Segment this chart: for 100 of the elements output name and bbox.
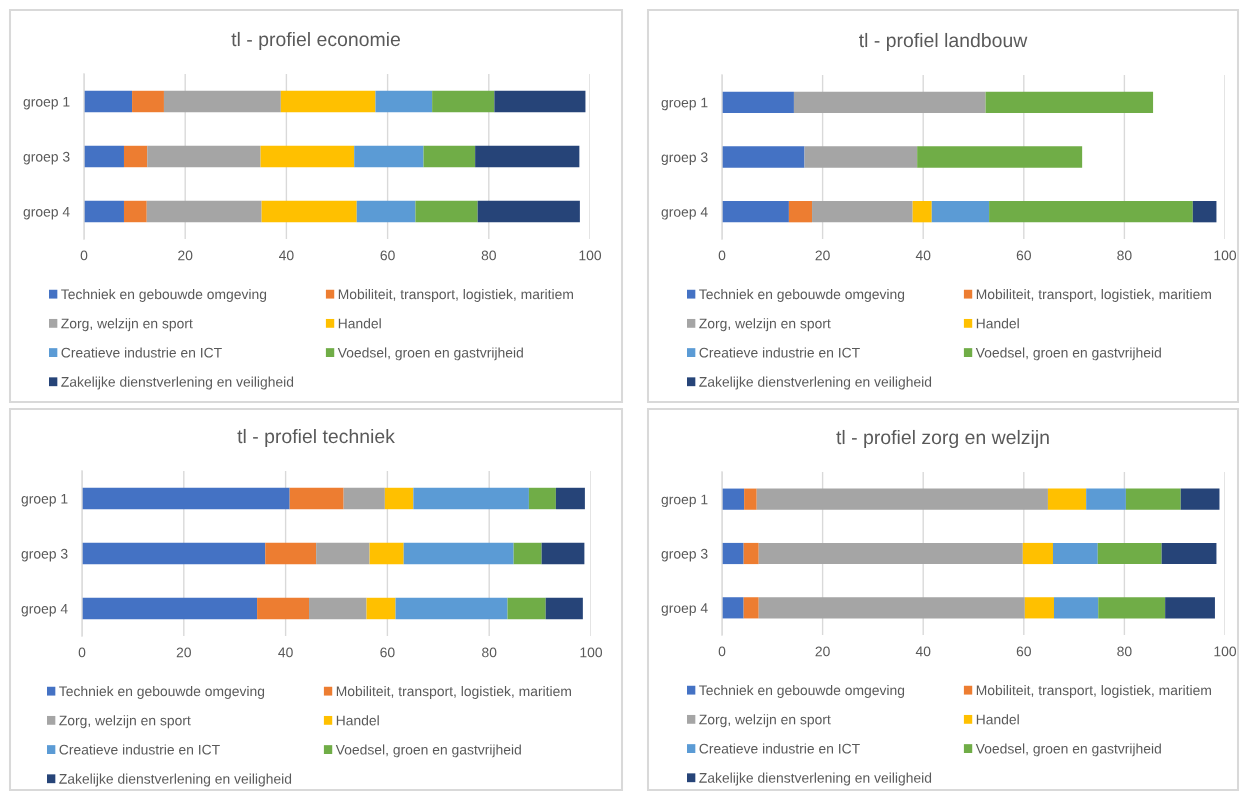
bar	[123, 200, 147, 223]
x-tick-label: 80	[1117, 646, 1132, 657]
legend-label: Zakelijke dienstverlening en veiligheid	[699, 376, 932, 390]
bar	[1125, 488, 1181, 510]
x-tick-label: 20	[815, 646, 830, 657]
x-tick-label: 60	[380, 250, 395, 261]
bar	[541, 542, 585, 565]
bar	[84, 90, 133, 113]
bar	[1052, 542, 1098, 565]
y-tick-label: groep 4	[661, 603, 708, 616]
y-tick-label: groep 3	[23, 151, 70, 165]
bar	[545, 597, 583, 620]
legend-label: Voedsel, groen en gastvrijheid	[335, 744, 521, 758]
x-tick-label: 40	[915, 250, 931, 261]
bar	[722, 488, 745, 510]
legend-label: Creatieve industrie en ICT	[61, 347, 222, 358]
bar	[917, 146, 1083, 168]
x-tick-label: 0	[80, 250, 88, 261]
x-tick-label: 40	[278, 647, 293, 658]
bar	[722, 201, 789, 223]
legend-label: Zakelijke dienstverlening en veiligheid	[61, 376, 294, 390]
bar	[722, 542, 744, 565]
y-tick-label: groep 1	[21, 493, 68, 507]
y-tick-label: groep 3	[661, 548, 708, 562]
bar	[793, 91, 986, 113]
bar	[1098, 597, 1166, 619]
bar	[744, 488, 757, 510]
legend-label: Voedsel, groen en gastvrijheid	[337, 347, 523, 361]
chart-title: tl - profiel zorg en welzijn	[836, 429, 1049, 449]
legend-label: Techniek en gebouwde omgeving	[59, 686, 265, 699]
bar	[758, 542, 1023, 565]
bar	[82, 597, 258, 620]
x-tick-label: 20	[176, 647, 191, 658]
bar	[477, 200, 580, 223]
bar	[989, 201, 1193, 223]
legend-label: Zorg, welzijn en sport	[699, 318, 831, 332]
legend-label: Zorg, welzijn en sport	[59, 715, 191, 729]
legend-label: Handel	[976, 318, 1019, 329]
bar	[395, 597, 508, 620]
bar	[366, 597, 396, 620]
bar	[413, 487, 529, 510]
legend-label: Creatieve industrie en ICT	[699, 347, 860, 358]
bar	[343, 487, 385, 510]
bar	[1086, 488, 1126, 510]
bar	[555, 487, 585, 510]
x-tick-label: 60	[1016, 250, 1031, 261]
bar	[423, 145, 476, 168]
bar	[123, 145, 148, 168]
legend-label: Mobiliteit, transport, logistiek, maritiem	[976, 685, 1211, 698]
legend-label: Techniek en gebouwde omgeving	[699, 685, 905, 698]
y-tick-label: groep 1	[661, 97, 708, 111]
bar	[82, 487, 290, 510]
legend-label: Zakelijke dienstverlening en veiligheid	[699, 772, 932, 786]
bar	[147, 145, 261, 168]
bar	[475, 145, 580, 168]
x-tick-label: 100	[580, 647, 603, 658]
x-tick-label: 100	[1214, 646, 1237, 657]
bar	[1161, 542, 1217, 565]
bar	[1165, 597, 1215, 619]
legend-label: Handel	[976, 714, 1019, 725]
x-tick-label: 20	[178, 250, 193, 261]
x-tick-label: 0	[718, 250, 726, 261]
bar	[1097, 542, 1162, 565]
bar	[1024, 597, 1054, 619]
bar	[756, 488, 1048, 510]
bar	[788, 201, 813, 223]
legend-label: Zorg, welzijn en sport	[699, 714, 831, 728]
x-tick-label: 40	[915, 646, 931, 657]
bar	[384, 487, 414, 510]
bar	[507, 597, 546, 620]
bar	[369, 542, 404, 565]
x-tick-label: 80	[1117, 250, 1132, 261]
bar	[289, 487, 344, 510]
x-tick-label: 40	[279, 250, 294, 261]
bar	[758, 597, 1025, 619]
legend-label: Zorg, welzijn en sport	[61, 318, 193, 332]
x-tick-label: 20	[815, 250, 830, 261]
y-tick-label: groep 3	[21, 548, 68, 562]
legend-label: Handel	[338, 318, 381, 329]
x-tick-label: 80	[482, 647, 497, 658]
bar	[146, 200, 262, 223]
legend-label: Zakelijke dienstverlening en veiligheid	[59, 773, 292, 787]
x-tick-label: 100	[579, 250, 602, 261]
y-tick-label: groep 4	[21, 603, 68, 617]
bar	[743, 542, 759, 565]
bar	[163, 90, 281, 113]
legend-label: Mobiliteit, transport, logistiek, maritiem	[336, 686, 571, 699]
bar	[812, 201, 913, 223]
bar	[722, 597, 744, 619]
legend-label: Mobiliteit, transport, logistiek, maritiem	[338, 289, 573, 302]
bar	[722, 91, 794, 113]
bar	[1022, 542, 1053, 565]
bar	[912, 201, 932, 223]
y-tick-label: groep 3	[661, 152, 708, 165]
bar	[375, 90, 433, 113]
legend-label: Voedsel, groen en gastvrijheid	[975, 743, 1161, 757]
x-tick-label: 80	[481, 250, 496, 261]
bar	[316, 542, 370, 565]
bar	[513, 542, 542, 565]
chart-title: tl - profiel techniek	[237, 428, 395, 448]
